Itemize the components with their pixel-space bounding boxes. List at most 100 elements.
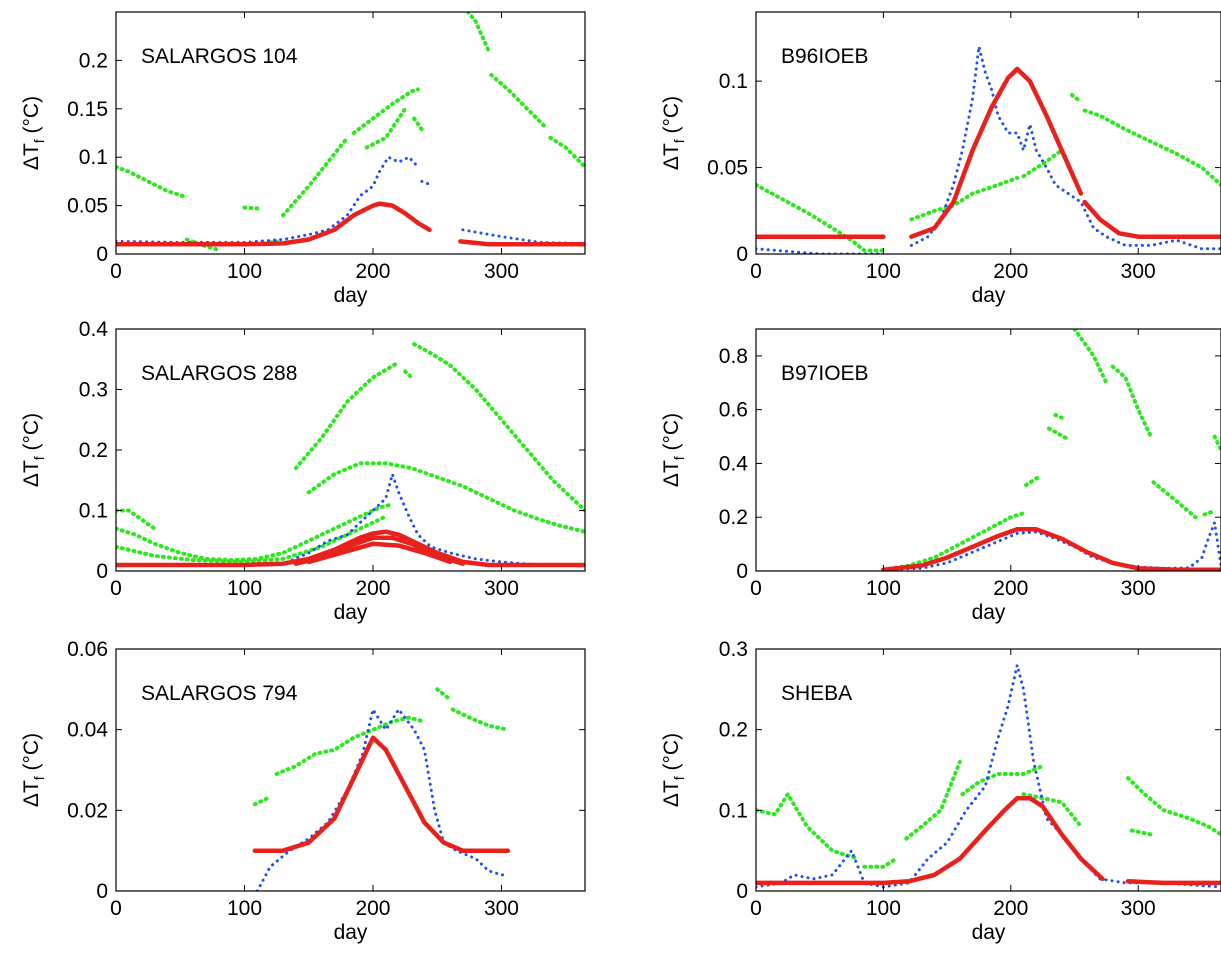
panel-title: SALARGOS 794	[141, 682, 298, 705]
plot-area	[756, 663, 1221, 889]
green-series-segment	[116, 514, 388, 564]
axes-frame	[755, 648, 1221, 892]
y-tick-label: 0.2	[719, 719, 748, 742]
green-series-segment	[293, 360, 401, 471]
y-tick-label: 0.1	[79, 500, 108, 523]
green-series-segment	[1021, 792, 1083, 829]
y-axis-label-subscript: f	[671, 139, 687, 143]
green-series-segment	[450, 707, 510, 732]
blue-series-segment	[116, 155, 420, 244]
green-series-segment	[116, 164, 185, 198]
y-tick-label: 0	[736, 243, 748, 266]
y-tick-label: 0.1	[719, 799, 748, 822]
plot-area	[756, 45, 1221, 254]
green-series-segment	[1082, 108, 1221, 187]
x-tick-label: 200	[993, 897, 1028, 920]
x-axis-label: day	[972, 921, 1006, 944]
y-tick-label: 0	[96, 880, 108, 903]
y-tick-label: 0.2	[79, 49, 108, 72]
chart-panel-3: 0 100 200 300 0 0.1 0.2 0.3 0.4 day ΔTf (°C) SALARG…	[20, 318, 586, 624]
x-tick-label: 200	[993, 260, 1028, 283]
panel-title: SALARGOS 288	[141, 362, 297, 385]
y-tick-label: 0.3	[719, 638, 748, 661]
x-tick-label: 0	[110, 260, 122, 283]
green-series-segment	[403, 369, 414, 380]
x-axis-label: day	[972, 601, 1006, 624]
green-series-segment	[116, 508, 157, 531]
chart-panel-6: 0 100 200 300 0 0.1 0.2 0.3 day ΔTf (°C) SHEBA	[660, 638, 1221, 944]
green-series-segment	[274, 715, 427, 776]
x-tick-label: 100	[227, 577, 262, 600]
x-tick-label: 0	[750, 260, 762, 283]
y-tick-label: 0.05	[67, 195, 108, 218]
plot-area	[881, 329, 1221, 571]
y-tick-label: 0.4	[719, 452, 749, 475]
y-axis-label: ΔTf (°C)	[660, 733, 687, 807]
x-axis-label: day	[334, 284, 368, 307]
y-axis-label: ΔTf (°C)	[20, 413, 47, 487]
chart-panel-5: 0 100 200 300 0 0.02 0.04 0.06 day ΔTf (°C) SALARG…	[20, 638, 586, 944]
blue-series-segment	[420, 179, 431, 186]
y-axis-label-subscript: f	[31, 139, 47, 143]
y-tick-label: 0.4	[79, 318, 109, 341]
green-series-segment	[909, 175, 1020, 222]
red-series-segment	[1125, 879, 1221, 886]
x-axis-label: day	[972, 284, 1006, 307]
y-axis-label: ΔTf (°C)	[20, 96, 47, 170]
red-series-segment	[1082, 199, 1221, 239]
green-series-segment	[1072, 329, 1109, 385]
red-series-segment	[252, 735, 511, 853]
green-series-segment	[862, 856, 899, 869]
x-tick-label: 100	[866, 577, 901, 600]
y-tick-label: 0.3	[79, 379, 108, 402]
y-tick-label: 0.2	[79, 439, 108, 462]
x-tick-label: 200	[355, 897, 390, 920]
green-series-segment	[242, 205, 260, 211]
green-series-segment	[960, 764, 1045, 797]
green-series-segment	[351, 87, 420, 135]
x-tick-label: 300	[1121, 897, 1156, 920]
green-series-segment	[412, 342, 585, 513]
x-tick-label: 100	[866, 897, 901, 920]
green-series-segment	[756, 182, 886, 253]
x-tick-label: 200	[993, 577, 1028, 600]
y-tick-label: 0.15	[67, 98, 108, 121]
green-series-segment	[489, 72, 549, 131]
red-series-segment	[756, 795, 1105, 886]
axes-frame	[755, 11, 1221, 255]
y-tick-label: 0.05	[707, 157, 748, 180]
y-tick-label: 0.04	[67, 719, 108, 742]
x-tick-label: 200	[355, 577, 390, 600]
y-tick-label: 0	[96, 560, 108, 583]
plot-area	[116, 342, 585, 568]
y-tick-label: 0.8	[719, 345, 748, 368]
panel-title: SHEBA	[781, 682, 852, 705]
red-series-segment	[306, 541, 453, 565]
y-axis-label-unit: (°C)	[660, 96, 683, 139]
y-axis-label: ΔTf (°C)	[660, 96, 687, 170]
x-tick-label: 200	[355, 260, 390, 283]
x-tick-label: 300	[1121, 577, 1156, 600]
x-tick-label: 300	[1121, 260, 1156, 283]
x-tick-label: 300	[484, 577, 519, 600]
y-axis-label-unit: (°C)	[20, 96, 43, 139]
green-series-segment	[364, 106, 408, 150]
green-series-segment	[306, 461, 585, 534]
green-series-segment	[881, 511, 1026, 571]
x-axis-label: day	[334, 921, 368, 944]
x-tick-label: 0	[110, 577, 122, 600]
y-axis-label-subscript: f	[671, 776, 687, 780]
y-axis-label-unit: (°C)	[660, 413, 683, 456]
y-axis-label-main: ΔT	[660, 780, 683, 807]
axes-frame	[115, 648, 586, 892]
green-series-segment	[756, 792, 860, 861]
green-series-segment	[1053, 413, 1064, 420]
axes-frame	[755, 328, 1221, 572]
x-tick-label: 100	[227, 260, 262, 283]
green-series-segment	[1151, 480, 1198, 520]
axes-frame	[115, 11, 586, 255]
red-series-segment	[909, 66, 1084, 239]
y-axis-label-main: ΔT	[20, 780, 43, 807]
x-tick-label: 0	[750, 577, 762, 600]
